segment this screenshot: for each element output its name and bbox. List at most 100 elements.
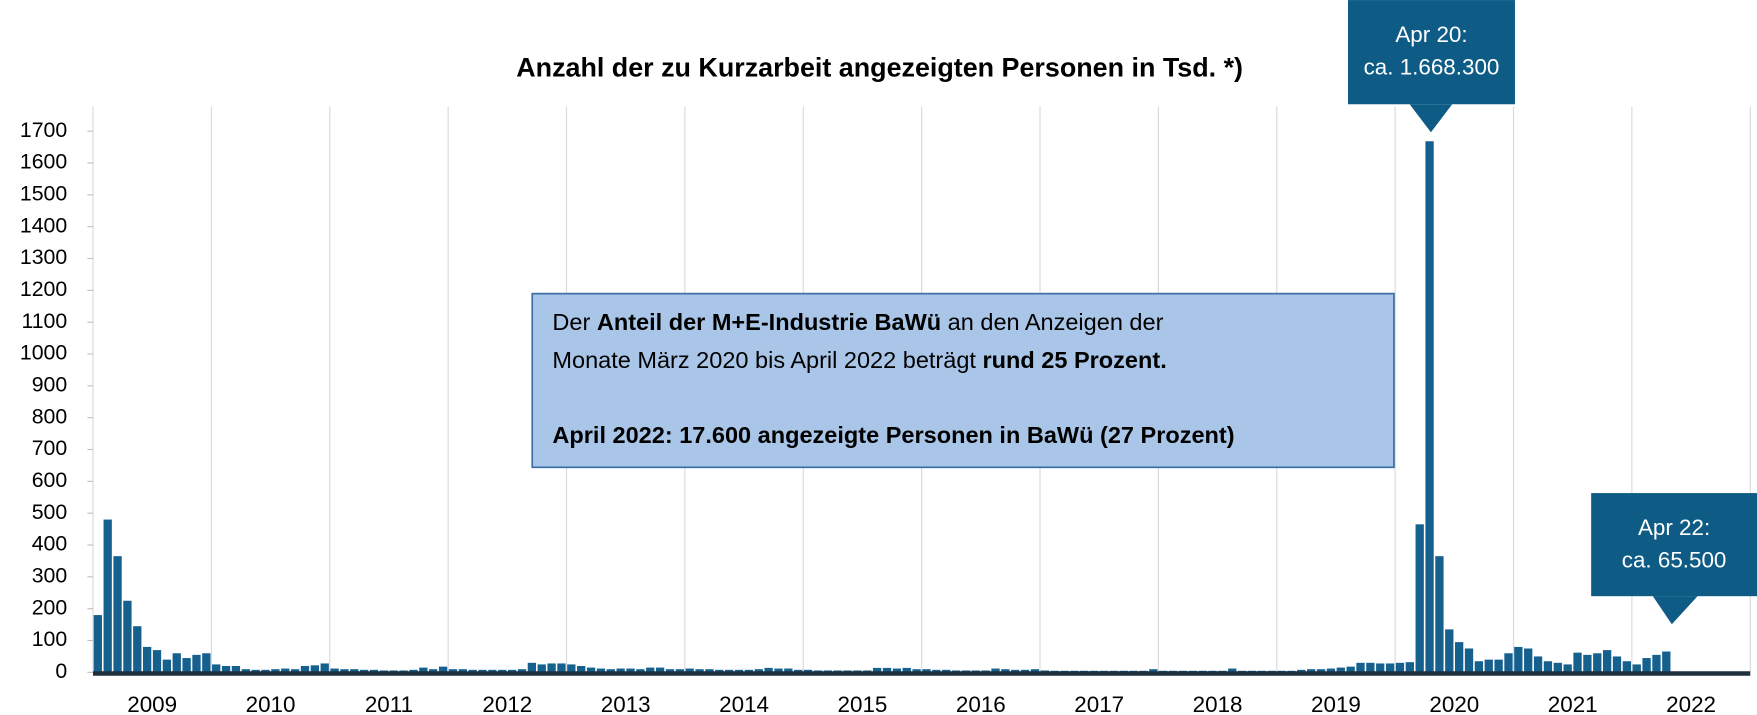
bar [1524,648,1533,673]
bar [369,669,379,673]
bar [320,663,329,673]
callout-pointer [1409,104,1453,133]
bar [261,669,270,673]
bar [1602,650,1612,673]
bar [1455,642,1464,673]
y-tick-label: 500 [32,500,68,524]
note-box [531,292,1395,469]
bar [1563,664,1572,673]
bar [478,669,487,673]
note-segment: April 2022: 17.600 angezeigte Personen i… [552,422,1234,448]
bar [143,646,152,673]
x-tick-label: 2019 [1311,692,1361,715]
bar [1553,662,1562,673]
bar [744,669,754,673]
bar [764,667,773,673]
bar [1316,669,1326,673]
bar [221,666,231,673]
bar [498,669,507,673]
bar [133,626,142,673]
bar [606,669,615,673]
callout-text: Apr 20: [1395,22,1467,47]
bar [231,666,241,673]
note-text: Monate März 2020 bis April 2022 beträgt … [552,347,1166,373]
x-tick-label: 2012 [482,692,532,715]
bar [419,667,428,673]
bar [695,669,704,673]
bar [350,669,359,673]
bar [1504,653,1513,673]
y-tick-label: 800 [32,404,68,428]
bar [1445,629,1454,673]
bar [1543,661,1553,673]
bar [1228,668,1237,673]
bar [655,667,665,673]
bar [290,669,300,673]
bar [1652,654,1661,673]
bar [300,666,310,673]
bar [1514,646,1523,673]
bar [103,519,112,673]
bar [774,668,783,673]
bar [665,669,675,673]
bar [429,669,438,673]
y-tick-label: 400 [32,532,68,556]
bar [1376,663,1385,673]
bar [251,669,260,673]
bar [1326,668,1336,673]
bar [872,667,882,673]
bar [725,669,734,673]
bar [448,669,458,673]
callout-box [1591,493,1757,597]
y-tick-label: 1400 [20,213,67,237]
chart-title: Anzahl der zu Kurzarbeit angezeigten Per… [516,53,1243,83]
note-segment: an den Anzeigen der [941,309,1163,335]
y-tick-label: 100 [32,627,68,651]
bar [922,669,931,673]
bar [1415,524,1424,673]
bar [596,668,606,673]
bar [1573,652,1582,673]
bar [458,669,467,673]
bar [162,659,172,673]
note-segment: Der [552,309,596,335]
bar [902,667,911,673]
bar [537,664,546,673]
x-tick-label: 2022 [1666,692,1716,715]
bar [1395,662,1405,673]
y-tick-label: 600 [32,468,68,492]
bar [1533,656,1543,673]
bar [547,663,556,673]
bar [488,669,497,673]
bar [1366,662,1375,673]
bar [271,669,280,673]
callout-box [1348,0,1515,105]
y-tick-label: 1100 [21,309,67,333]
bar [1336,667,1345,673]
y-tick-label: 900 [32,372,68,396]
bar [1632,664,1641,673]
note-segment: Monate März 2020 bis April 2022 beträgt [552,347,982,373]
bar [1642,658,1651,673]
bar [991,668,1000,673]
bar [212,664,221,673]
note-segment: Anteil der M+E-Industrie BaWü [597,309,941,335]
bar [1464,648,1474,673]
bar [626,668,635,673]
x-tick-label: 2021 [1548,692,1598,715]
note-segment: rund 25 Prozent. [983,347,1167,373]
bar [912,669,921,673]
x-tick-label: 2011 [365,692,413,715]
bar [310,665,319,673]
bar [942,669,951,673]
callout-pointer [1652,596,1698,625]
bar [1593,653,1602,673]
bar [1435,556,1444,673]
y-tick-label: 1000 [20,341,67,365]
bar [1385,663,1395,673]
bar [1356,662,1365,673]
bar [1474,661,1484,673]
bar [409,669,418,673]
bar [616,668,625,673]
